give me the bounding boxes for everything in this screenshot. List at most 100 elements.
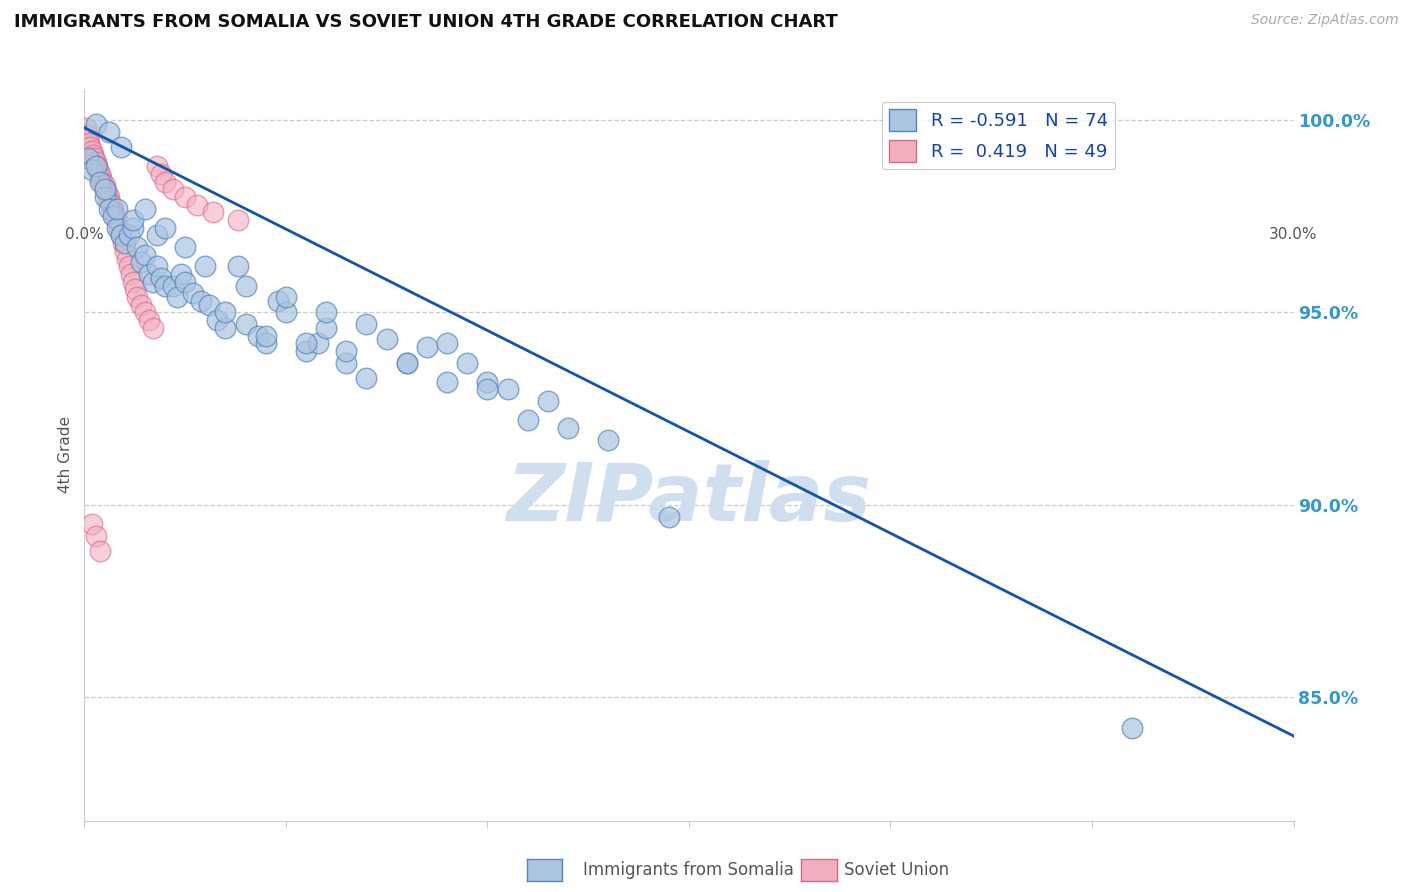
Text: 0.0%: 0.0% (65, 227, 104, 243)
Point (82, 163, 104, 178)
Point (246, 328, 269, 343)
Point (146, 159, 169, 173)
Text: Soviet Union: Soviet Union (844, 861, 949, 879)
Point (295, 343, 318, 358)
Point (207, 313, 229, 327)
Point (129, 255, 152, 269)
Point (100, 197, 122, 211)
Point (190, 293, 212, 308)
Point (94, 182, 117, 196)
Point (86, 155, 108, 169)
Point (110, 228, 132, 243)
Point (557, 421, 579, 435)
Point (129, 298, 152, 312)
Point (93, 178, 115, 193)
Point (477, 375, 499, 389)
Point (114, 236, 136, 251)
Point (138, 313, 160, 327)
Point (87, 163, 110, 178)
Point (98, 194, 121, 208)
Point (101, 209, 124, 223)
Point (416, 340, 439, 354)
Point (174, 190, 197, 204)
Point (356, 371, 378, 385)
Point (1121, 721, 1143, 735)
Point (335, 355, 357, 369)
Point (153, 175, 176, 189)
Point (79, 140, 101, 154)
Point (114, 244, 136, 258)
Point (118, 260, 141, 274)
Point (96, 186, 118, 201)
Point (146, 228, 169, 243)
Point (120, 267, 142, 281)
Point (104, 209, 127, 223)
Point (125, 290, 148, 304)
Point (162, 278, 184, 293)
Point (194, 260, 217, 274)
Point (149, 167, 172, 181)
Point (105, 220, 128, 235)
Text: 30.0%: 30.0% (1270, 227, 1317, 243)
Text: ZIPatlas: ZIPatlas (506, 459, 872, 538)
Point (121, 220, 143, 235)
Point (146, 260, 169, 274)
Point (307, 336, 329, 351)
Point (89, 544, 111, 558)
Point (214, 321, 236, 335)
Point (335, 343, 357, 358)
Point (118, 228, 141, 243)
Point (82, 517, 104, 532)
Point (77, 152, 100, 166)
Point (315, 321, 337, 335)
Point (91, 175, 114, 189)
Point (226, 260, 249, 274)
Point (103, 205, 125, 219)
Point (186, 197, 208, 211)
Point (89, 167, 111, 181)
Point (395, 355, 418, 369)
Point (174, 240, 197, 254)
Point (598, 433, 620, 447)
Point (125, 240, 148, 254)
Point (93, 190, 115, 204)
Point (295, 336, 318, 351)
Point (124, 282, 146, 296)
Point (456, 355, 478, 369)
Point (86, 529, 108, 543)
Point (153, 220, 176, 235)
Point (83, 152, 105, 166)
Point (226, 213, 249, 227)
Point (315, 305, 337, 319)
Point (202, 205, 225, 219)
Point (170, 267, 193, 281)
Point (162, 182, 184, 196)
Point (142, 321, 165, 335)
Point (86, 117, 108, 131)
Point (436, 336, 458, 351)
Point (537, 394, 560, 409)
Point (93, 182, 115, 196)
Text: Immigrants from Somalia: Immigrants from Somalia (583, 861, 794, 879)
Point (149, 270, 172, 285)
Point (142, 275, 165, 289)
Point (134, 248, 156, 262)
Point (121, 213, 143, 227)
Point (274, 290, 297, 304)
Point (214, 305, 236, 319)
Point (134, 202, 156, 216)
Point (134, 305, 156, 319)
Text: IMMIGRANTS FROM SOMALIA VS SOVIET UNION 4TH GRADE CORRELATION CHART: IMMIGRANTS FROM SOMALIA VS SOVIET UNION … (14, 13, 838, 31)
Point (254, 328, 277, 343)
Point (254, 336, 277, 351)
Point (496, 383, 519, 397)
Point (75, 120, 97, 135)
Point (110, 140, 132, 154)
Point (274, 305, 297, 319)
Point (90, 170, 112, 185)
Point (105, 213, 128, 227)
Point (86, 159, 108, 173)
Point (356, 317, 378, 331)
Point (77, 136, 100, 150)
Point (516, 413, 538, 427)
